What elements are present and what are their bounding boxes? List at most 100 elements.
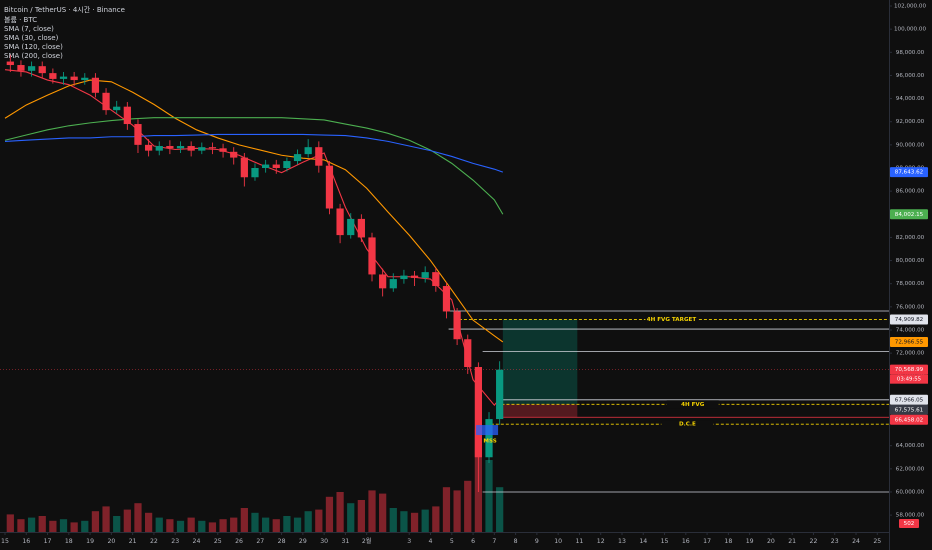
x-tick-label: 18	[724, 538, 732, 545]
volume-bar	[325, 496, 334, 532]
candle-body	[144, 144, 153, 151]
candle-body	[251, 168, 259, 178]
x-tick-label: 10	[554, 538, 562, 545]
x-tick-label: 17	[703, 538, 711, 545]
price-tag	[890, 394, 928, 405]
x-tick-label: 26	[235, 538, 243, 545]
y-tick-label: 102,000.00	[894, 4, 926, 10]
candle-body	[464, 339, 472, 368]
y-tick-label: 62,000.00	[896, 466, 925, 472]
level-label-bg	[645, 315, 698, 324]
level-label-bg	[666, 400, 719, 409]
candle-body	[485, 419, 493, 458]
volume-layer	[6, 429, 504, 532]
price-tag-label: 74,909.82	[895, 317, 923, 323]
volume-bar	[134, 503, 142, 532]
volume-bar	[166, 519, 174, 532]
y-tick-label: 92,000.00	[896, 119, 925, 125]
volume-bar	[496, 487, 504, 532]
volume-bar	[410, 512, 419, 532]
x-tick-label: 14	[639, 538, 647, 545]
x-tick-label: 29	[299, 538, 307, 545]
x-tick-label: 13	[618, 538, 626, 545]
volume-bar	[102, 506, 110, 532]
x-tick-label: 7	[492, 538, 496, 545]
candle-body	[293, 154, 302, 162]
y-tick-label: 90,000.00	[896, 142, 925, 148]
candle-body	[421, 272, 429, 278]
candle-body	[198, 147, 206, 151]
y-tick-label: 58,000.00	[896, 513, 925, 519]
volume-bar	[49, 520, 57, 532]
candle-body	[336, 208, 344, 236]
candle-body	[38, 66, 46, 74]
y-tick-label: 72,000.00	[896, 351, 925, 357]
candle-body	[283, 161, 291, 168]
legend-entry: SMA (7, close)	[4, 25, 54, 33]
x-tick-label: 18	[65, 538, 73, 545]
price-tag-label: 67,966.05	[895, 397, 924, 403]
volume-bar	[17, 519, 25, 532]
y-tick-label: 96,000.00	[896, 73, 925, 79]
price-tag	[890, 404, 928, 415]
volume-bar	[81, 520, 89, 532]
levels-layer: 4H FVG TARGET 4H FVG D.C.E	[0, 310, 889, 493]
countdown-tag	[890, 374, 928, 384]
x-tick-label: 23	[171, 538, 179, 545]
x-tick-label: 30	[320, 538, 328, 545]
volume-bar	[368, 490, 376, 532]
candle-body	[400, 275, 408, 280]
x-tick-label: 23	[831, 538, 839, 545]
legend-entry: SMA (30, close)	[4, 34, 59, 42]
y-tick-label: 64,000.00	[896, 443, 925, 449]
candle-body	[27, 66, 36, 71]
sma-layer	[4, 69, 504, 407]
candle-body	[496, 369, 504, 420]
candle-body	[102, 92, 110, 111]
volume-bar	[155, 517, 163, 532]
volume-bar	[6, 514, 14, 532]
x-tick-label: 25	[873, 538, 881, 545]
volume-tag-label: 502	[904, 521, 915, 527]
sma-line	[4, 79, 504, 343]
sma-line	[4, 117, 504, 215]
x-tick-label: 2월	[362, 537, 372, 545]
volume-bar	[293, 517, 302, 532]
candle-body	[113, 106, 121, 111]
volume-bar	[400, 511, 408, 532]
volume-bar	[421, 509, 429, 532]
x-tick-label: 15	[1, 538, 9, 545]
volume-bar	[464, 480, 472, 532]
price-tag-label: 87,643.62	[895, 170, 923, 176]
level-label: D.C.E	[679, 422, 696, 428]
annotation: MSS	[483, 439, 496, 445]
volume-bar	[123, 509, 131, 532]
y-tick-label: 82,000.00	[896, 235, 925, 241]
volume-bar	[304, 511, 312, 532]
position-layer	[502, 319, 578, 418]
candle-body	[49, 73, 57, 79]
candle-body	[70, 76, 78, 81]
mss-box	[476, 425, 499, 436]
candle-layer	[6, 54, 504, 492]
volume-bar	[91, 511, 100, 532]
x-tick-label: 16	[22, 538, 30, 545]
volume-bar	[70, 522, 78, 532]
candle-body	[81, 77, 89, 81]
x-tick-label: 15	[661, 538, 669, 545]
volume-bar	[113, 516, 121, 532]
sma-line	[4, 133, 504, 173]
sma-line	[4, 69, 504, 407]
volume-bar	[208, 522, 217, 532]
volume-bar	[198, 520, 206, 532]
candle-body	[315, 147, 323, 166]
price-tag	[890, 364, 928, 375]
candle-body	[230, 151, 238, 158]
volume-bar	[240, 508, 248, 532]
candle-body	[389, 279, 397, 289]
y-tick-label: 94,000.00	[896, 96, 925, 102]
volume-bar	[187, 517, 195, 532]
